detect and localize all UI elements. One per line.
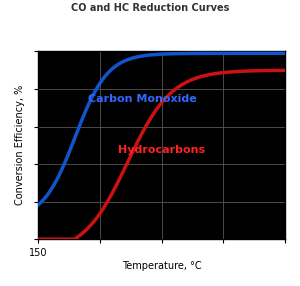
Text: Hydrocarbons: Hydrocarbons: [118, 145, 206, 155]
Text: CO and HC Reduction Curves: CO and HC Reduction Curves: [71, 3, 229, 13]
Text: Carbon Monoxide: Carbon Monoxide: [88, 94, 196, 104]
Y-axis label: Conversion Efficiency, %: Conversion Efficiency, %: [15, 85, 25, 205]
X-axis label: Temperature, °C: Temperature, °C: [122, 261, 201, 271]
